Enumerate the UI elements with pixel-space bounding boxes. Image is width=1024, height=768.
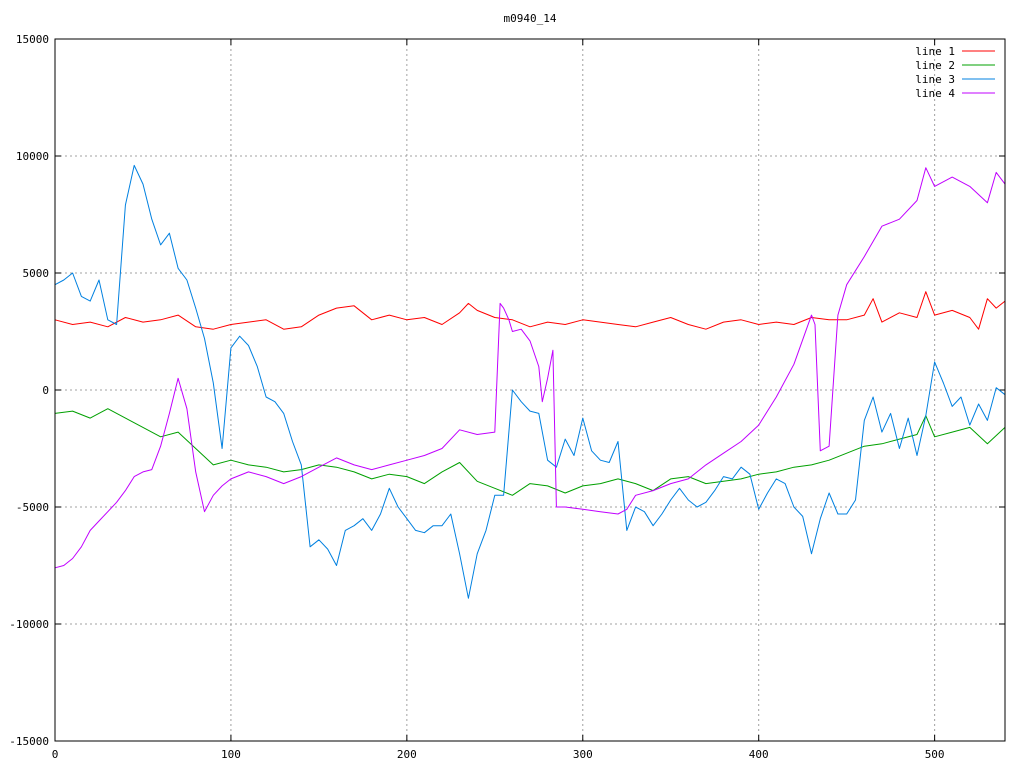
chart-title: m0940_14 (504, 12, 557, 25)
series-line-4 (54, 167, 1006, 569)
series-group (54, 164, 1006, 599)
y-tick-label: 10000 (16, 150, 49, 163)
x-tick-label: 500 (925, 748, 945, 761)
y-tick-label: -5000 (16, 501, 49, 514)
y-tick-label: 0 (42, 384, 49, 397)
y-tick-label: 5000 (23, 267, 50, 280)
x-tick-label: 0 (52, 748, 59, 761)
legend-label-2: line 2 (915, 59, 955, 72)
y-tick-label: -10000 (9, 618, 49, 631)
legend-label-1: line 1 (915, 45, 955, 58)
plot-frame (54, 38, 1006, 742)
y-tick-label: 15000 (16, 33, 49, 46)
legend-label-4: line 4 (915, 87, 955, 100)
grid-lines (55, 39, 1005, 741)
x-tick-label: 200 (397, 748, 417, 761)
y-tick-label: -15000 (9, 735, 49, 748)
legend-label-3: line 3 (915, 73, 955, 86)
x-tick-label: 100 (221, 748, 241, 761)
axes: 0 100 200 300 400 500 -15000 -10000 -5000 0 5000 10… (9, 33, 1005, 761)
series-line-3 (54, 164, 1006, 599)
x-tick-label: 400 (749, 748, 769, 761)
x-tick-label: 300 (573, 748, 593, 761)
series-line-1 (54, 291, 1006, 330)
